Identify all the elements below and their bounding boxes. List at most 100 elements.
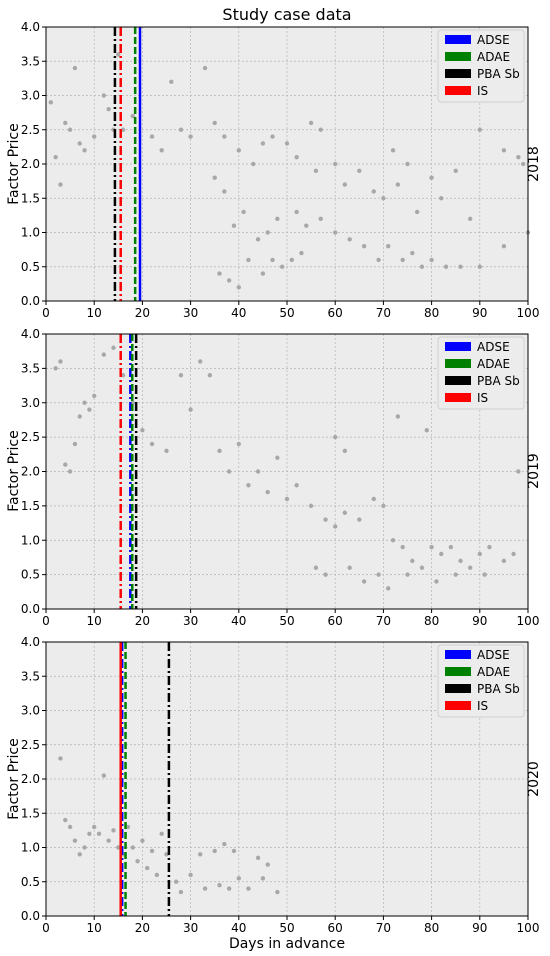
legend-swatch-adae (445, 52, 471, 61)
data-point (284, 496, 290, 502)
y-tick-label: 2.0 (21, 772, 40, 786)
x-tick-label: 80 (424, 614, 439, 628)
data-point (381, 503, 386, 509)
y-tick-label: 0.0 (21, 602, 40, 616)
y-tick-label: 1.0 (21, 533, 40, 547)
data-point (92, 393, 97, 399)
x-tick-label: 60 (328, 306, 343, 320)
legend-swatch-adse (445, 35, 471, 44)
x-tick-label: 40 (231, 921, 246, 935)
legend-label-adae: ADAE (477, 357, 510, 371)
data-point (111, 345, 116, 350)
y-axis-label: Factor Price (6, 738, 22, 819)
data-point (202, 886, 208, 891)
data-point (477, 551, 482, 557)
data-point (255, 237, 261, 242)
x-tick-label: 70 (376, 306, 391, 320)
data-point (236, 441, 241, 447)
data-point (140, 428, 145, 433)
data-point (361, 579, 367, 584)
y-tick-label: 4.0 (21, 20, 40, 34)
data-point (333, 524, 338, 529)
y-tick-label: 1.5 (21, 806, 40, 820)
data-point (149, 441, 155, 447)
data-point (48, 100, 54, 105)
data-point (477, 127, 482, 132)
data-point (63, 817, 68, 823)
legend-swatch-adse (445, 650, 471, 659)
data-point (82, 400, 87, 405)
data-point (198, 359, 203, 364)
data-point (149, 848, 155, 854)
data-point (226, 278, 232, 283)
data-point (323, 572, 328, 577)
data-point (236, 148, 241, 153)
legend-swatch-pba-sb (445, 684, 471, 693)
y-tick-label: 2.0 (21, 465, 40, 479)
data-point (347, 237, 352, 242)
data-point (429, 544, 434, 550)
y-axis-label: Factor Price (6, 430, 22, 511)
y-axis-label: Factor Price (6, 123, 22, 204)
x-tick-label: 70 (376, 921, 391, 935)
data-point (429, 257, 434, 263)
data-point (453, 572, 458, 577)
data-point (279, 264, 285, 269)
data-point (333, 434, 338, 440)
legend-label-is: IS (477, 84, 488, 98)
data-point (72, 441, 78, 447)
data-point (173, 879, 179, 884)
data-point (458, 264, 463, 269)
legend-label-adae: ADAE (477, 50, 510, 64)
data-point (289, 257, 295, 263)
legend-swatch-adse (445, 342, 471, 351)
data-point (178, 373, 184, 378)
data-point (246, 886, 251, 891)
data-point (260, 876, 266, 881)
data-point (501, 558, 507, 564)
data-point (111, 828, 116, 833)
data-point (439, 551, 444, 557)
data-point (231, 223, 237, 228)
data-point (246, 483, 251, 488)
data-point (82, 845, 87, 850)
data-point (255, 855, 261, 860)
plot-area (45, 641, 529, 917)
data-point (501, 148, 507, 153)
data-point (63, 120, 68, 126)
data-point (188, 134, 193, 139)
data-point (318, 127, 323, 132)
y-tick-label: 4.0 (21, 327, 40, 341)
data-point (101, 773, 107, 778)
y-tick-label: 1.5 (21, 191, 40, 205)
x-tick-label: 70 (376, 614, 391, 628)
data-point (304, 223, 309, 228)
x-tick-label: 10 (87, 306, 102, 320)
data-point (255, 469, 261, 474)
data-point (308, 120, 314, 126)
data-point (448, 544, 454, 550)
data-point (53, 366, 58, 371)
x-tick-label: 80 (424, 306, 439, 320)
data-point (58, 756, 63, 761)
data-point (376, 257, 381, 263)
data-point (410, 250, 415, 256)
legend: ADSE ADAE PBA Sb IS (437, 644, 525, 718)
data-point (318, 216, 323, 221)
data-point (67, 824, 73, 830)
data-point (386, 244, 391, 249)
year-label: 2020 (526, 761, 542, 797)
x-tick-label: 60 (328, 921, 343, 935)
data-point (371, 496, 376, 502)
y-tick-label: 1.0 (21, 841, 40, 855)
x-tick-label: 80 (424, 921, 439, 935)
y-tick-label: 2.5 (21, 738, 40, 752)
data-point (458, 558, 463, 564)
data-point (487, 544, 492, 550)
y-tick-label: 0.0 (21, 909, 40, 923)
legend-swatch-adae (445, 359, 471, 368)
legend-swatch-adae (445, 667, 471, 676)
legend-box (437, 644, 525, 718)
data-point (149, 134, 155, 139)
x-tick-label: 90 (472, 306, 487, 320)
